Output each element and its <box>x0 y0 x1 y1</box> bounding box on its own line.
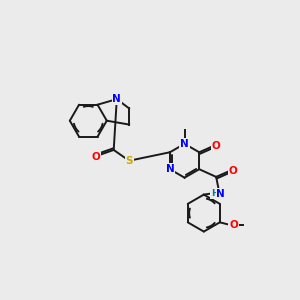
Text: S: S <box>125 156 133 166</box>
Text: H: H <box>211 189 218 198</box>
Text: O: O <box>212 141 220 151</box>
Text: O: O <box>92 152 100 162</box>
Text: N: N <box>112 94 121 104</box>
Text: N: N <box>216 189 225 199</box>
Text: O: O <box>229 166 238 176</box>
Text: O: O <box>229 220 238 230</box>
Text: N: N <box>166 164 174 174</box>
Text: S: S <box>125 156 133 166</box>
Text: N: N <box>180 139 189 149</box>
Text: N: N <box>216 189 225 199</box>
Text: H: H <box>211 189 218 198</box>
